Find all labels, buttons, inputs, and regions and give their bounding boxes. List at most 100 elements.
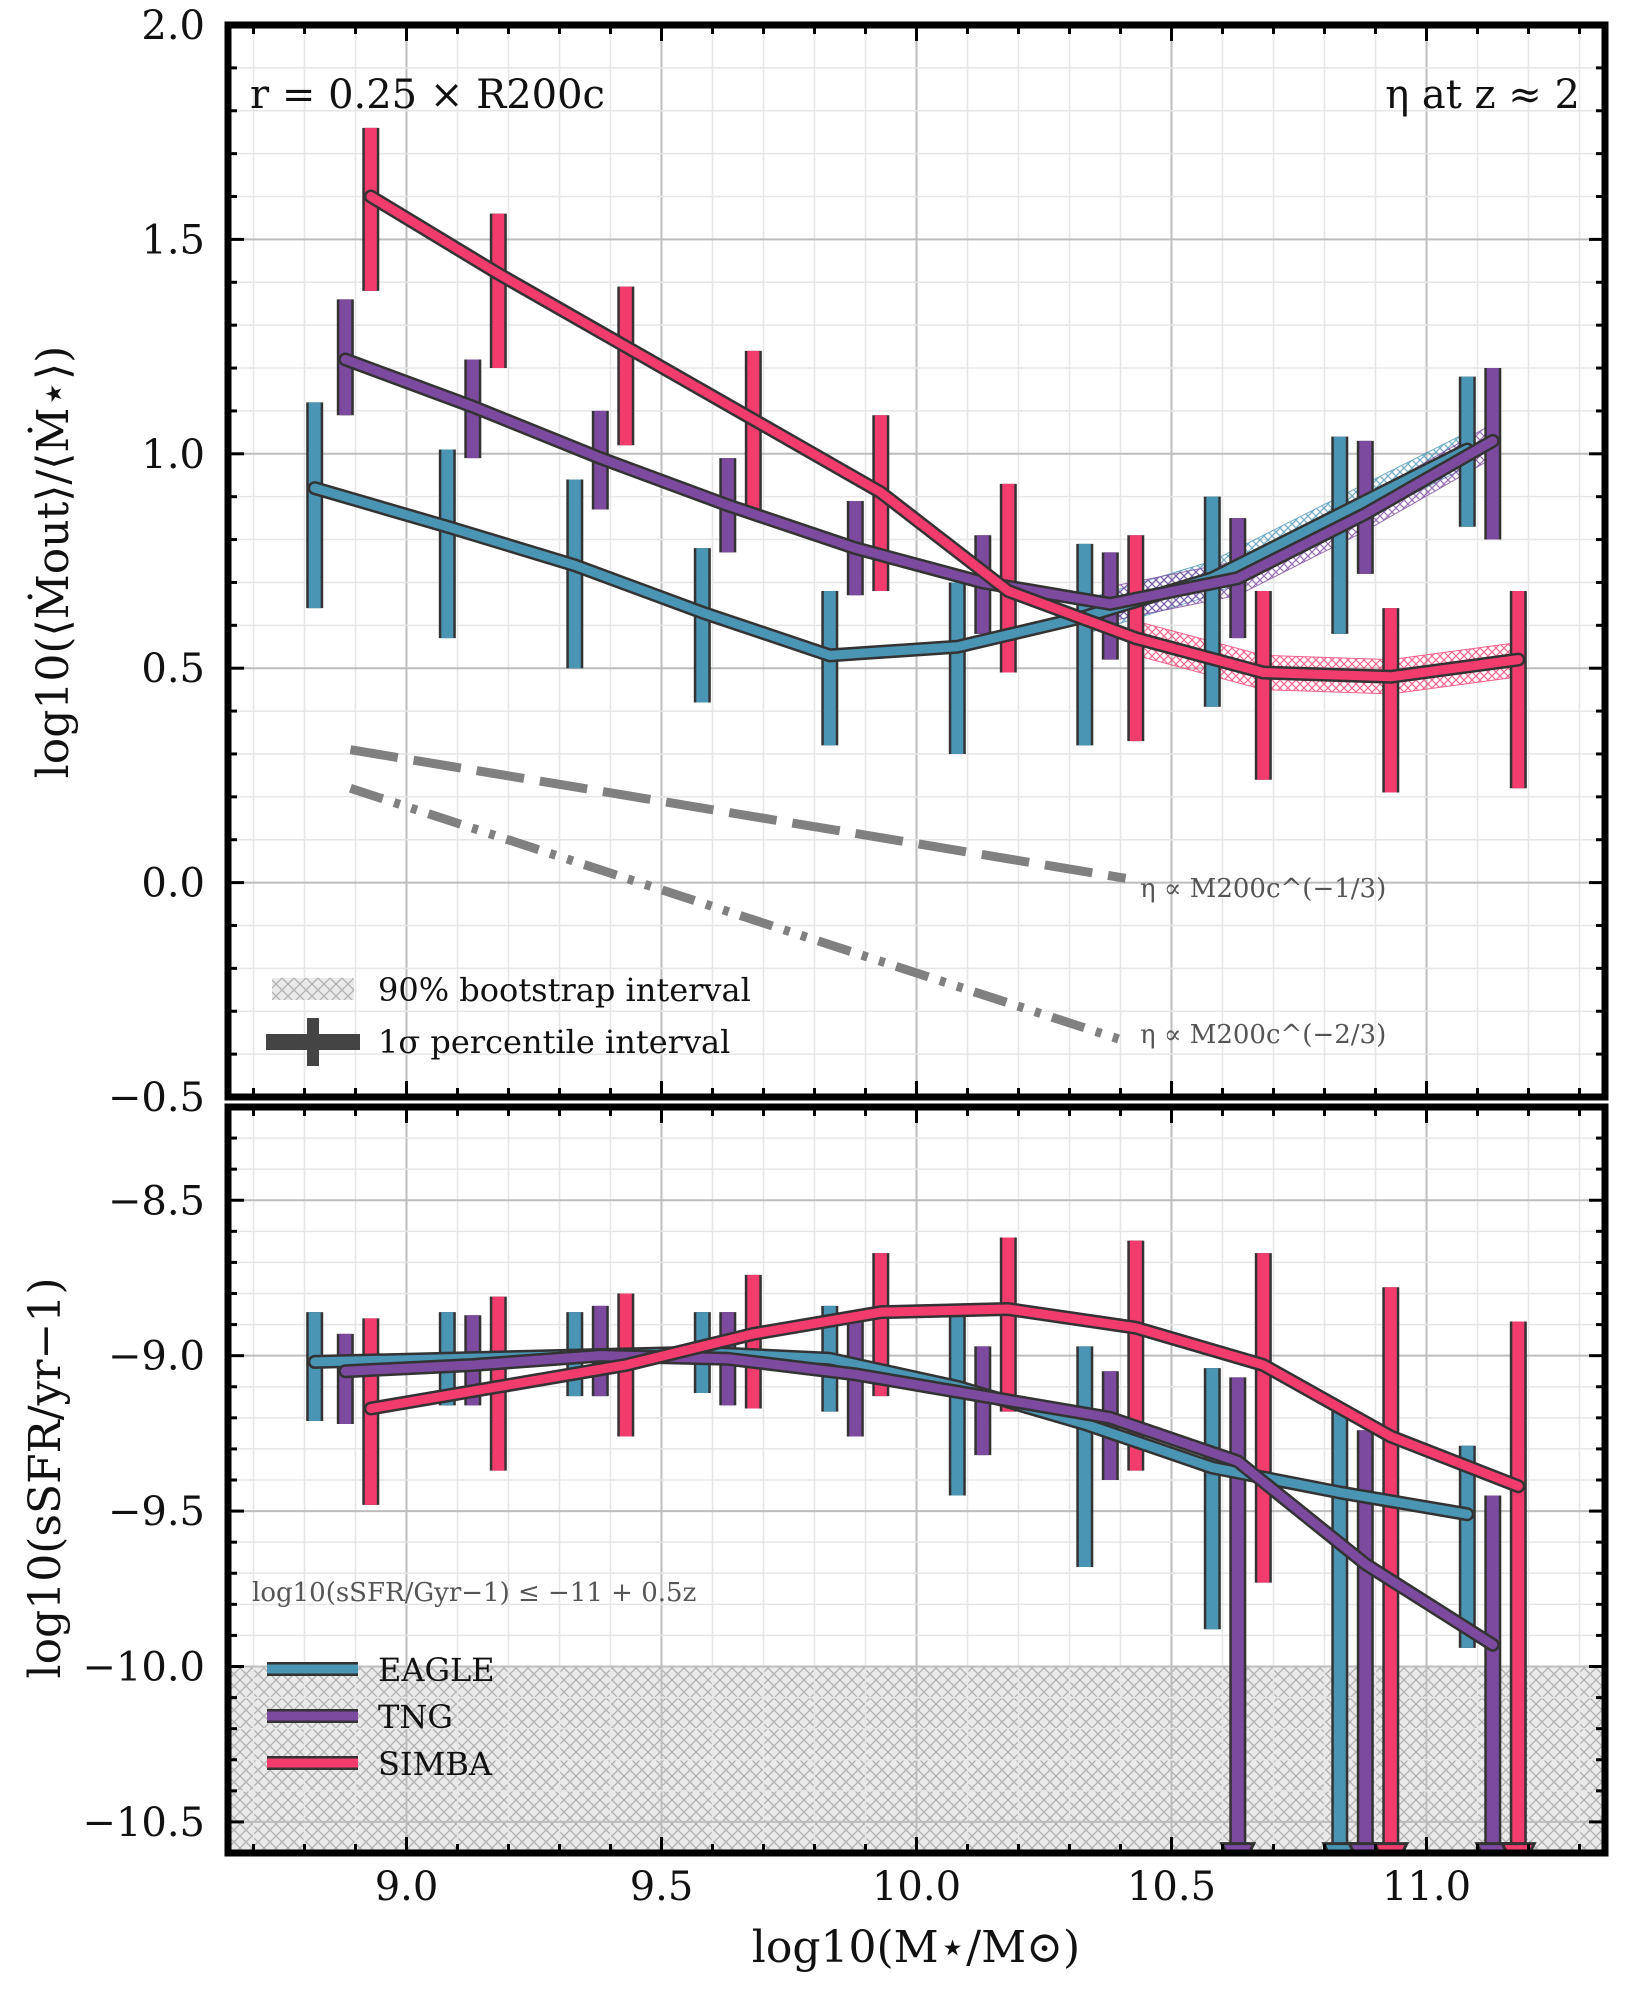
tng-point (724, 1355, 731, 1362)
bottom-ytick-label: −10.5 (82, 1800, 205, 1846)
top-ytick-label: 0.0 (141, 861, 205, 907)
tng-point (469, 1361, 476, 1368)
tng-upper-limit-arrow (1219, 1842, 1257, 1853)
xtick-label: 10.5 (1127, 1864, 1216, 1910)
simba-point (622, 1361, 629, 1368)
tng-line (340, 1351, 1498, 1650)
top-ytick-label: 1.5 (141, 217, 205, 263)
outflow-loading-panel: r = 0.25 × R200c η at z ≈ 2 η ∝ M200c^(−… (224, 21, 1609, 1101)
simba-point (1515, 656, 1522, 663)
simba-line (366, 192, 1523, 682)
tng-point (597, 455, 604, 462)
x-axis-label: log10(M⋆/M⊙) (752, 1922, 1080, 1973)
simba-point (1387, 673, 1394, 680)
quenched-threshold-label: log10(sSFR/Gyr−1) ≤ −11 + 0.5z (252, 1578, 696, 1608)
top-ytick-label: 0.5 (141, 646, 205, 692)
simba-point (1387, 1433, 1394, 1440)
simba-point (367, 193, 374, 200)
tng-point (1489, 437, 1496, 444)
eagle-point (311, 485, 318, 492)
bottom-ytick-label: −10.0 (82, 1645, 205, 1691)
reference-line-one-third (349, 745, 1127, 883)
xtick-label: 9.0 (375, 1864, 439, 1910)
quantity-annotation: η at z ≈ 2 (1385, 72, 1580, 118)
tng-point (597, 1352, 604, 1359)
legend-eagle-label: EAGLE (378, 1651, 495, 1689)
xtick-label: 9.5 (630, 1864, 694, 1910)
eagle-line (310, 445, 1472, 660)
simba-point (1132, 635, 1139, 642)
tng-point (1362, 1560, 1369, 1567)
xtick-label: 10.0 (872, 1864, 961, 1910)
simba-point (622, 343, 629, 350)
radius-annotation: r = 0.25 × R200c (250, 72, 605, 118)
simba-point (750, 1330, 757, 1337)
bottom-legend: EAGLE TNG SIMBA (267, 1651, 495, 1783)
top-ytick-label: 2.0 (141, 3, 205, 49)
simba-point (495, 1383, 502, 1390)
tng-point (342, 356, 349, 363)
simba-point (877, 1309, 884, 1316)
slope-label-one-third: η ∝ M200c^(−1/3) (1140, 874, 1386, 904)
simba-point (1132, 1324, 1139, 1331)
top-series (306, 127, 1527, 793)
legend-percentile-label: 1σ percentile interval (378, 1023, 730, 1061)
eagle-point (1081, 1421, 1088, 1428)
tng-point (1234, 1458, 1241, 1465)
eagle-point (699, 609, 706, 616)
bottom-ytick-label: −9.5 (108, 1489, 205, 1535)
top-ytick-label: −0.5 (108, 1075, 205, 1121)
tng-point (342, 1368, 349, 1375)
legend-simba-label: SIMBA (378, 1745, 493, 1783)
eagle-point (311, 1358, 318, 1365)
eagle-point (826, 1355, 833, 1362)
bottom-ytick-label: −9.0 (108, 1334, 205, 1380)
legend-tng-label: TNG (378, 1698, 453, 1736)
simba-point (1260, 669, 1267, 676)
eagle-point (826, 652, 833, 659)
tng-point (979, 1393, 986, 1400)
tng-point (469, 403, 476, 410)
tng-point (852, 1371, 859, 1378)
eagle-point (954, 643, 961, 650)
simba-point (1260, 1361, 1267, 1368)
tng-point (852, 545, 859, 552)
bottom-frame (224, 1103, 1609, 1857)
simba-point (1005, 588, 1012, 595)
tick-labels: −0.5 0.0 0.5 1.0 1.5 2.0 −10.5 −10.0 −9.5 −9.0 −8.… (82, 3, 1471, 1910)
tng-point (1362, 510, 1369, 517)
simba-point (750, 416, 757, 423)
tng-point (724, 502, 731, 509)
simba-point (1515, 1483, 1522, 1490)
simba-point (367, 1405, 374, 1412)
tng-point (1234, 575, 1241, 582)
eagle-point (1209, 1464, 1216, 1471)
bottom-ytick-label: −8.5 (108, 1178, 205, 1224)
bottom-y-axis-label: log10(sSFR/yr−1) (20, 1277, 71, 1678)
eagle-point (444, 523, 451, 530)
simba-point (877, 489, 884, 496)
xtick-label: 11.0 (1382, 1864, 1471, 1910)
eagle-point (571, 562, 578, 569)
simba-point (495, 270, 502, 277)
top-frame (224, 21, 1609, 1101)
legend-bootstrap-label: 90% bootstrap interval (378, 971, 751, 1009)
tng-line (340, 354, 1498, 609)
tng-point (1107, 1414, 1114, 1421)
slope-label-two-thirds: η ∝ M200c^(−2/3) (1140, 1020, 1386, 1050)
top-legend: 90% bootstrap interval 1σ percentile int… (266, 971, 751, 1066)
eagle-point (1336, 1489, 1343, 1496)
reference-line-two-thirds (349, 783, 1127, 1046)
top-ytick-label: 1.0 (141, 432, 205, 478)
eagle-point (1464, 1511, 1471, 1518)
top-y-axis-label: log10(⟨Ṁout⟩/⟨Ṁ⋆⟩) (26, 346, 79, 779)
reference-slope-lines (349, 745, 1127, 1046)
simba-line (366, 1304, 1523, 1491)
legend-bootstrap-swatch (272, 978, 354, 1000)
tng-point (1107, 600, 1114, 607)
eagle-point (1336, 510, 1343, 517)
tng-point (1489, 1641, 1496, 1648)
ssfr-panel: log10(sSFR/Gyr−1) ≤ −11 + 0.5z EAGLE TNG… (224, 1103, 1609, 1857)
simba-point (1005, 1306, 1012, 1313)
